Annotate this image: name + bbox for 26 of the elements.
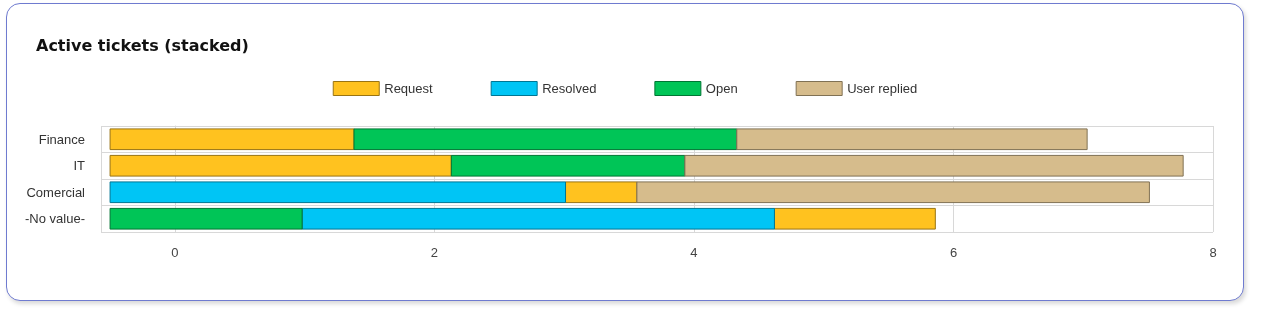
- bar: [636, 181, 1150, 204]
- x-tick-label: 2: [430, 245, 439, 260]
- bar: [773, 207, 936, 230]
- y-tick-label: Finance: [38, 131, 85, 147]
- y-tick-label: Comercial: [26, 184, 86, 200]
- bar: [109, 181, 567, 204]
- chart-title: Active tickets (stacked): [36, 35, 249, 55]
- y-tick-label: -No value-: [25, 211, 85, 227]
- legend-label: User replied: [847, 81, 918, 96]
- bar: [736, 128, 1088, 151]
- bar: [353, 128, 738, 151]
- bar: [301, 207, 775, 230]
- x-tick-label: 8: [1209, 245, 1217, 260]
- bar: [109, 154, 452, 177]
- y-tick-label: IT: [73, 158, 86, 174]
- bar: [109, 207, 303, 230]
- legend-label: Resolved: [542, 81, 597, 96]
- bar: [109, 128, 355, 151]
- x-tick-label: 6: [949, 245, 958, 260]
- legend-label: Request: [384, 81, 434, 96]
- x-tick-label: 4: [690, 245, 698, 260]
- legend-label: Open: [705, 81, 738, 96]
- bar: [565, 181, 638, 204]
- bar: [450, 154, 686, 177]
- bar: [684, 154, 1184, 177]
- x-tick-label: 0: [171, 245, 179, 260]
